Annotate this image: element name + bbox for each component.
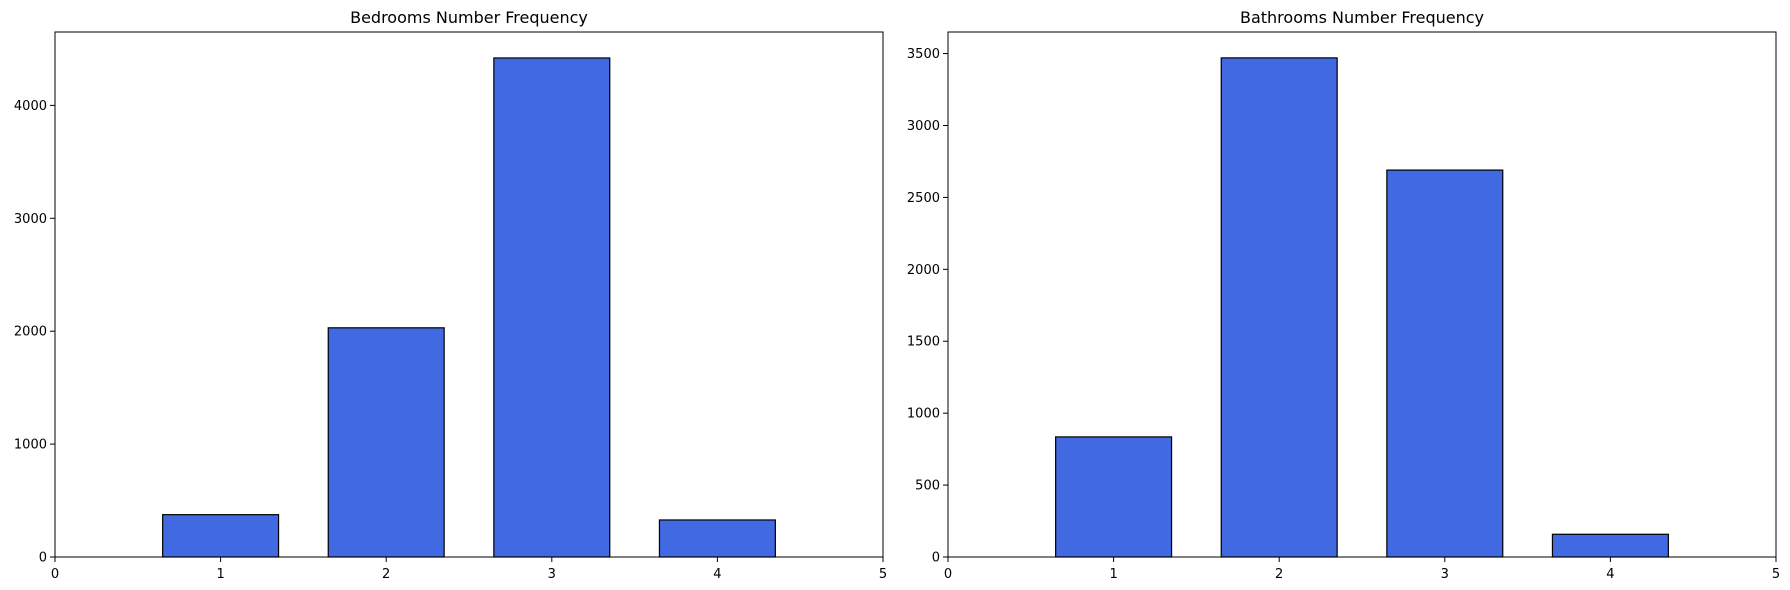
x-tick-label: 1	[216, 567, 224, 582]
bar-2	[1220, 57, 1338, 558]
x-axis: 0 1 2 3 4 5	[944, 557, 1780, 582]
bars	[162, 57, 776, 558]
y-tick-label: 1500	[907, 335, 940, 350]
bedrooms-chart: Bedrooms Number Frequency 0 1000 2000 3000 4…	[14, 8, 887, 582]
bar-4	[658, 519, 776, 558]
x-tick-label: 4	[713, 567, 721, 582]
y-tick-label: 1000	[907, 407, 940, 422]
y-axis: 0 500 1000 1500 2000 2500 3000 3500	[907, 47, 948, 566]
x-tick-label: 2	[1275, 567, 1283, 582]
x-tick-label: 3	[1441, 567, 1449, 582]
x-tick-label: 2	[382, 567, 390, 582]
bar-2	[327, 327, 445, 558]
axes-frame	[54, 31, 884, 558]
chart-title: Bathrooms Number Frequency	[1240, 8, 1484, 27]
y-tick-label: 0	[39, 551, 47, 566]
bar-1	[162, 514, 280, 558]
y-tick-label: 0	[932, 551, 940, 566]
bar-3	[493, 57, 611, 558]
x-tick-label: 0	[944, 567, 952, 582]
bar-1	[1055, 436, 1173, 558]
x-tick-label: 4	[1606, 567, 1614, 582]
y-tick-label: 4000	[14, 99, 47, 114]
axes-frame	[947, 31, 1777, 558]
x-tick-label: 1	[1109, 567, 1117, 582]
bar-4	[1551, 533, 1669, 558]
x-tick-label: 5	[879, 567, 887, 582]
bathrooms-chart: Bathrooms Number Frequency 0 500 1000 1500 2…	[907, 8, 1780, 582]
chart-title: Bedrooms Number Frequency	[350, 8, 588, 27]
y-tick-label: 2000	[907, 263, 940, 278]
y-tick-label: 3000	[14, 212, 47, 227]
y-tick-label: 3500	[907, 47, 940, 62]
y-tick-label: 3000	[907, 119, 940, 134]
y-tick-label: 500	[915, 479, 940, 494]
x-axis: 0 1 2 3 4 5	[51, 557, 887, 582]
bars	[1055, 57, 1669, 558]
bar-3	[1386, 169, 1504, 558]
y-axis: 0 1000 2000 3000 4000	[14, 99, 55, 566]
x-tick-label: 0	[51, 567, 59, 582]
x-tick-label: 3	[548, 567, 556, 582]
y-tick-label: 2000	[14, 325, 47, 340]
y-tick-label: 2500	[907, 191, 940, 206]
x-tick-label: 5	[1772, 567, 1780, 582]
y-tick-label: 1000	[14, 438, 47, 453]
